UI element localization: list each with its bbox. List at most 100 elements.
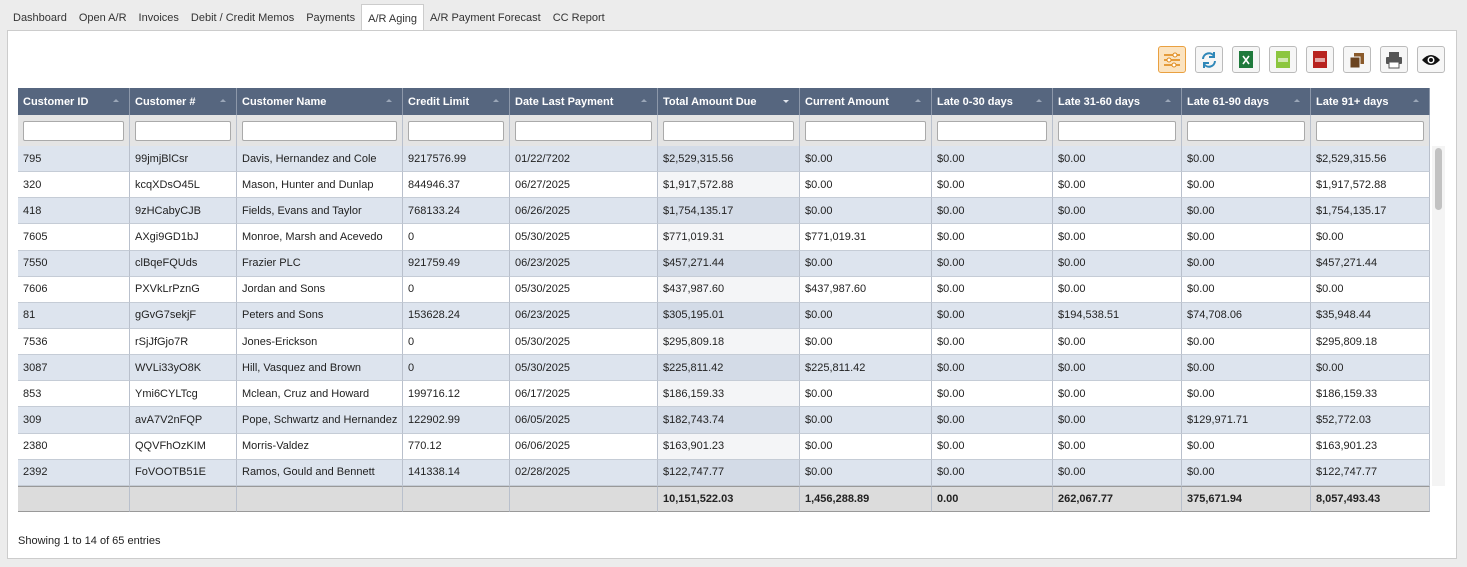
table-cell: 0 — [403, 328, 510, 356]
table-cell: Pope, Schwartz and Hernandez — [237, 407, 403, 434]
table-cell: 7605 — [18, 224, 130, 251]
table-row: 2380 QQVFhOzKIM Morris-Valdez 770.12 06/06/2… — [18, 433, 1430, 460]
filter-input[interactable] — [805, 120, 926, 141]
table-cell: $1,754,135.17 — [1311, 198, 1430, 225]
filter-input[interactable] — [1187, 120, 1305, 141]
csv-button[interactable] — [1269, 46, 1297, 73]
table-cell: $0.00 — [932, 146, 1053, 173]
table-cell: Frazier PLC — [237, 250, 403, 277]
table-row: 3087 WVLi33yO8K Hill, Vasquez and Brown 0 05… — [18, 355, 1430, 382]
print-button[interactable] — [1380, 46, 1408, 73]
table-cell: $0.00 — [1311, 355, 1430, 382]
table-cell: 06/23/2025 — [510, 250, 658, 277]
filter-input[interactable] — [135, 120, 231, 141]
table-cell: 844946.37 — [403, 172, 510, 199]
filter-input[interactable] — [515, 120, 652, 141]
column-header[interactable]: Customer Name — [237, 88, 403, 115]
filter-input[interactable] — [1316, 120, 1424, 141]
column-header[interactable]: Late 61-90 days — [1182, 88, 1311, 115]
empty-total-cell — [18, 486, 130, 512]
table-cell: $52,772.03 — [1311, 407, 1430, 434]
empty-total-cell — [403, 486, 510, 512]
table-cell: 9zHCabyCJB — [130, 198, 237, 225]
table-cell: $437,987.60 — [658, 276, 800, 303]
table-cell: 418 — [18, 198, 130, 225]
table-cell: avA7V2nFQP — [130, 407, 237, 434]
column-header[interactable]: Current Amount — [800, 88, 932, 115]
column-header[interactable]: Late 31-60 days — [1053, 88, 1182, 115]
table-cell: 06/26/2025 — [510, 198, 658, 225]
tab[interactable]: CC Report — [552, 12, 605, 24]
column-header[interactable]: Credit Limit — [403, 88, 510, 115]
filter-input[interactable] — [1058, 120, 1176, 141]
table-cell: 02/28/2025 — [510, 459, 658, 486]
table-cell: $225,811.42 — [658, 355, 800, 382]
table-cell: 81 — [18, 302, 130, 329]
table-cell: $0.00 — [932, 355, 1053, 382]
table-info: Showing 1 to 14 of 65 entries — [18, 535, 161, 547]
table-cell: Mason, Hunter and Dunlap — [237, 172, 403, 199]
column-header[interactable]: Total Amount Due — [658, 88, 800, 115]
scrollbar[interactable] — [1432, 146, 1445, 486]
table-cell: $0.00 — [800, 407, 932, 434]
table-cell: $457,271.44 — [1311, 250, 1430, 277]
column-header[interactable]: Date Last Payment — [510, 88, 658, 115]
tab[interactable]: Invoices — [138, 12, 179, 24]
column-header[interactable]: Customer # — [130, 88, 237, 115]
table-cell: 7550 — [18, 250, 130, 277]
table-cell: $1,917,572.88 — [658, 172, 800, 199]
filter-input[interactable] — [408, 120, 504, 141]
table-cell: $0.00 — [800, 250, 932, 277]
icon — [1239, 51, 1253, 68]
table-cell: $0.00 — [932, 172, 1053, 199]
icon — [1313, 51, 1327, 68]
header-row: Customer ID Customer # Customer Name Credit… — [18, 88, 1430, 115]
copy-button[interactable] — [1343, 46, 1371, 73]
column-header[interactable]: Late 91+ days — [1311, 88, 1430, 115]
table-row: 2392 FoVOOTB51E Ramos, Gould and Bennett 14… — [18, 459, 1430, 486]
scroll-thumb[interactable] — [1435, 148, 1442, 210]
table-cell: rSjJfGjo7R — [130, 328, 237, 356]
table-cell: Ramos, Gould and Bennett — [237, 459, 403, 486]
refresh-button[interactable] — [1195, 46, 1223, 73]
table-cell: $74,708.06 — [1182, 302, 1311, 329]
filter-input[interactable] — [242, 120, 397, 141]
excel-button[interactable] — [1232, 46, 1260, 73]
column-header[interactable]: Late 0-30 days — [932, 88, 1053, 115]
tab[interactable]: Payments — [306, 12, 356, 24]
tab[interactable]: A/R Aging — [361, 4, 425, 31]
table-cell: $305,195.01 — [658, 302, 800, 329]
tab-bar: Dashboard Open A/R Invoices Debit / Credit … — [7, 4, 611, 31]
total-cell: 8,057,493.43 — [1311, 486, 1430, 512]
table-cell: $0.00 — [1053, 459, 1182, 486]
filter-cell — [510, 115, 658, 146]
table-cell: 2380 — [18, 433, 130, 460]
filter-input[interactable] — [23, 120, 124, 141]
table-cell: gGvG7sekjF — [130, 302, 237, 329]
table-cell: 141338.14 — [403, 459, 510, 486]
table-cell: $0.00 — [932, 459, 1053, 486]
filter-input[interactable] — [663, 120, 794, 141]
table-cell: 06/27/2025 — [510, 172, 658, 199]
column-header[interactable]: Customer ID — [18, 88, 130, 115]
pdf-button[interactable] — [1306, 46, 1334, 73]
table-cell: $0.00 — [1053, 276, 1182, 303]
column-visibility-button[interactable] — [1417, 46, 1445, 73]
table-cell: 853 — [18, 381, 130, 408]
table-cell: $0.00 — [932, 302, 1053, 329]
table-cell: $295,809.18 — [658, 328, 800, 356]
tab[interactable]: A/R Payment Forecast — [430, 12, 541, 24]
table-cell: $437,987.60 — [800, 276, 932, 303]
icon — [1422, 54, 1440, 65]
column-settings-button[interactable] — [1158, 46, 1186, 73]
table-cell: 921759.49 — [403, 250, 510, 277]
table-cell: $0.00 — [932, 224, 1053, 251]
tab[interactable]: Dashboard — [13, 12, 67, 24]
table-cell: $129,971.71 — [1182, 407, 1311, 434]
table-cell: $0.00 — [800, 381, 932, 408]
table-cell: $0.00 — [1053, 250, 1182, 277]
tab[interactable]: Debit / Credit Memos — [190, 12, 295, 24]
filter-input[interactable] — [937, 120, 1047, 141]
tab[interactable]: Open A/R — [78, 12, 127, 24]
table-cell: 7536 — [18, 328, 130, 356]
